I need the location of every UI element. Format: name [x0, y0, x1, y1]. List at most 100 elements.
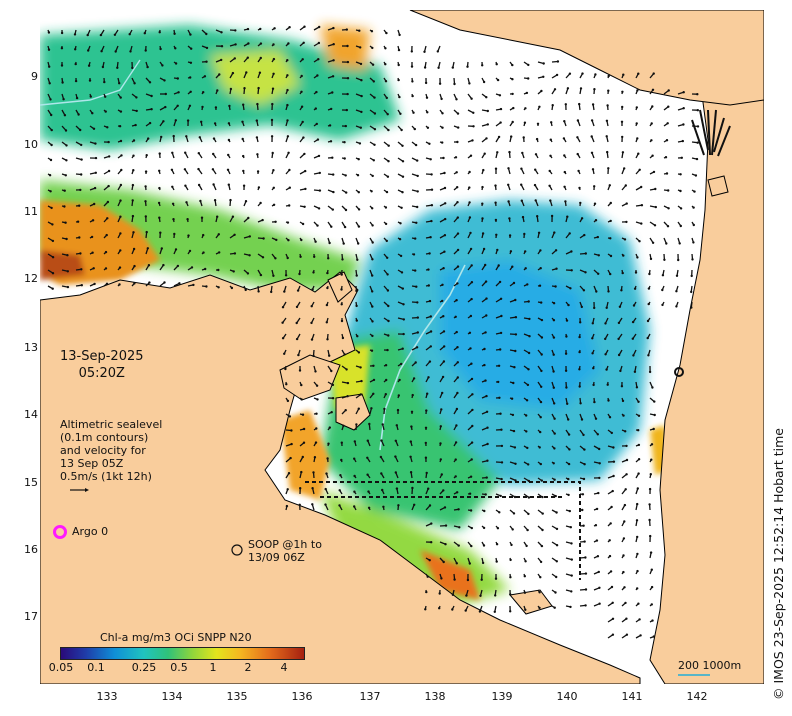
velocity-arrow-head — [353, 474, 356, 478]
velocity-arrow-head — [514, 479, 517, 482]
velocity-arrow-head — [576, 136, 579, 139]
velocity-arrow-head — [604, 322, 607, 325]
velocity-arrow-head — [483, 152, 486, 155]
velocity-arrow-head — [400, 362, 403, 366]
velocity-arrow-head — [301, 413, 305, 416]
velocity-arrow-head — [653, 224, 657, 227]
velocity-arrow-head — [661, 288, 664, 292]
velocity-arrow-head — [397, 63, 400, 67]
velocity-arrow-head — [416, 159, 419, 162]
velocity-arrow-head — [340, 458, 343, 462]
velocity-arrow-head — [566, 215, 569, 218]
velocity-arrow-head — [635, 386, 639, 389]
velocity-arrow-head — [649, 257, 653, 261]
velocity-arrow-head — [438, 607, 441, 610]
velocity-arrow-head — [119, 215, 122, 218]
velocity-arrow-head — [184, 151, 187, 154]
velocity-arrow-head — [591, 322, 594, 325]
velocity-arrow-head — [637, 414, 641, 417]
velocity-arrow-head — [298, 272, 301, 276]
velocity-arrow-head — [428, 299, 432, 303]
velocity-arrow-head — [647, 302, 650, 306]
velocity-arrow-head — [693, 190, 696, 193]
velocity-arrow-head — [401, 347, 404, 350]
velocity-arrow-head — [48, 82, 51, 85]
velocity-arrow-head — [217, 268, 220, 272]
velocity-arrow-head — [89, 95, 92, 98]
velocity-arrow-head — [93, 186, 97, 190]
velocity-arrow-head — [128, 33, 131, 36]
velocity-arrow-head — [411, 80, 414, 83]
velocity-arrow-head — [485, 410, 489, 413]
velocity-arrow-head — [357, 191, 360, 194]
velocity-arrow-head — [470, 281, 474, 284]
chl-patch-north-orange — [320, 25, 370, 70]
velocity-arrow-head — [144, 200, 147, 203]
velocity-arrow-head — [499, 412, 502, 415]
velocity-arrow-head — [597, 491, 600, 495]
lat-label-16: 16 — [24, 543, 38, 556]
velocity-arrow-head — [637, 72, 640, 75]
velocity-arrow-head — [355, 274, 358, 277]
velocity-arrow-head — [468, 492, 472, 495]
velocity-arrow-head — [161, 64, 164, 67]
velocity-arrow-head — [414, 143, 418, 147]
velocity-arrow-head — [581, 72, 584, 75]
velocity-arrow-head — [618, 305, 622, 308]
velocity-arrow-head — [636, 552, 639, 556]
velocity-arrow-head — [570, 590, 573, 593]
velocity-arrow-head — [416, 331, 419, 334]
velocity-arrow-head — [579, 87, 583, 90]
velocity-arrow-head — [287, 239, 290, 242]
velocity-arrow-head — [554, 249, 558, 252]
velocity-arrow-head — [372, 364, 375, 367]
velocity-arrow-head — [99, 33, 103, 37]
velocity-arrow-head — [243, 87, 246, 90]
velocity-arrow-head — [556, 60, 560, 63]
lon-label-142: 142 — [686, 690, 708, 703]
velocity-arrow-head — [50, 206, 53, 210]
velocity-arrow-head — [665, 242, 668, 245]
velocity-arrow-head — [295, 321, 298, 325]
lat-label-10: 10 — [24, 138, 38, 151]
lat-label-15: 15 — [24, 476, 38, 489]
velocity-arrow-head — [189, 33, 192, 36]
velocity-arrow-head — [469, 154, 473, 157]
velocity-arrow-head — [555, 544, 559, 547]
velocity-arrow-head — [158, 31, 161, 34]
velocity-arrow-head — [649, 551, 653, 554]
velocity-arrow-head — [540, 318, 544, 322]
velocity-arrow-head — [247, 216, 250, 220]
velocity-arrow-head — [509, 250, 513, 253]
chl-patch-northwest — [40, 25, 400, 150]
velocity-arrow-head — [465, 594, 468, 597]
velocity-arrow-head — [584, 556, 587, 559]
velocity-arrow-head — [371, 207, 374, 210]
velocity-arrow-head — [605, 306, 608, 309]
velocity-arrow-head — [591, 168, 595, 171]
velocity-arrow-head — [119, 110, 123, 113]
velocity-arrow-head — [425, 471, 428, 475]
velocity-arrow-head — [51, 256, 55, 259]
velocity-arrow-head — [147, 137, 150, 140]
velocity-arrow-head — [481, 232, 485, 235]
velocity-arrow-head — [582, 433, 585, 437]
velocity-arrow-head — [650, 585, 654, 589]
velocity-arrow-head — [622, 414, 625, 417]
velocity-arrow-head — [257, 290, 260, 293]
velocity-arrow-head — [80, 268, 83, 271]
time-line: 05:20Z — [78, 366, 125, 381]
velocity-arrow-head — [661, 303, 664, 307]
velocity-arrow-head — [160, 247, 163, 250]
velocity-arrow-head — [604, 353, 607, 356]
velocity-arrow-head — [216, 89, 219, 92]
velocity-arrow-head — [494, 167, 498, 170]
velocity-arrow-head — [385, 31, 388, 35]
velocity-arrow-head — [625, 473, 628, 476]
velocity-arrow-head — [234, 43, 237, 46]
velocity-arrow-head — [359, 126, 362, 129]
velocity-arrow-head — [527, 463, 530, 466]
velocity-arrow-head — [386, 175, 390, 178]
velocity-arrow-head — [145, 154, 148, 157]
map-canvas[interactable] — [40, 10, 764, 684]
